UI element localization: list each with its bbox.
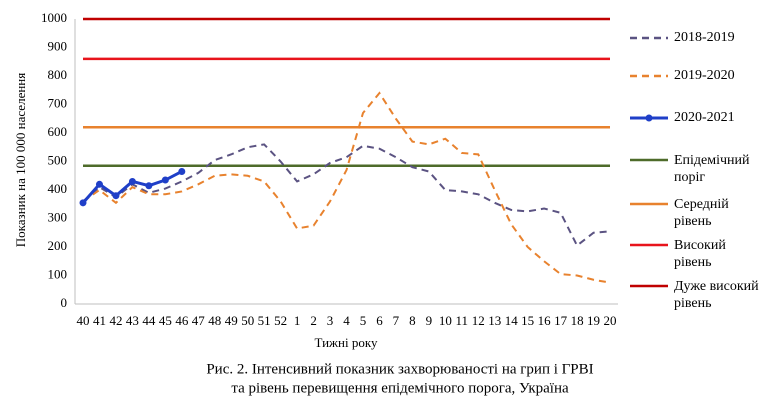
x-tick-label: 6 <box>376 313 383 328</box>
x-tick-label: 20 <box>604 313 617 328</box>
x-tick-label: 12 <box>472 313 485 328</box>
y-tick-label: 400 <box>48 181 68 196</box>
x-tick-label: 10 <box>439 313 452 328</box>
x-tick-label: 47 <box>192 313 206 328</box>
x-tick-label: 41 <box>93 313 106 328</box>
marker <box>161 176 169 184</box>
legend-label: 2019-2020 <box>674 68 735 83</box>
x-tick-label: 19 <box>587 313 600 328</box>
y-tick-label: 100 <box>48 266 68 281</box>
marker <box>112 192 120 200</box>
y-tick-label: 300 <box>48 209 68 224</box>
x-tick-label: 44 <box>142 313 156 328</box>
legend-label: 2018-2019 <box>674 30 735 45</box>
legend-label: Дуже високий рівень <box>674 279 759 311</box>
x-tick-label: 43 <box>126 313 139 328</box>
x-tick-label: 50 <box>241 313 254 328</box>
x-tick-label: 16 <box>538 313 552 328</box>
marker <box>178 167 186 175</box>
x-tick-label: 46 <box>175 313 189 328</box>
x-tick-label: 40 <box>77 313 90 328</box>
caption: та рівень перевищення епідемічного порог… <box>231 380 569 396</box>
y-tick-label: 800 <box>48 67 68 82</box>
marker <box>79 199 87 207</box>
marker <box>128 177 136 185</box>
x-tick-label: 5 <box>360 313 367 328</box>
legend-label: 2020-2021 <box>674 110 735 125</box>
x-tick-label: 51 <box>258 313 271 328</box>
x-tick-label: 45 <box>159 313 172 328</box>
y-tick-label: 600 <box>48 124 68 139</box>
x-axis-label: Тижні року <box>314 335 378 350</box>
y-tick-label: 1000 <box>41 10 67 25</box>
marker <box>95 180 103 188</box>
caption: Рис. 2. Інтенсивний показник захворювано… <box>206 361 593 377</box>
x-tick-label: 13 <box>488 313 501 328</box>
x-tick-label: 18 <box>571 313 584 328</box>
series-line <box>82 91 611 284</box>
x-tick-label: 42 <box>109 313 122 328</box>
x-tick-label: 3 <box>327 313 334 328</box>
x-tick-label: 7 <box>393 313 400 328</box>
x-tick-label: 2 <box>310 313 317 328</box>
y-tick-label: 200 <box>48 238 68 253</box>
x-tick-label: 15 <box>521 313 534 328</box>
x-tick-label: 11 <box>456 313 469 328</box>
x-tick-label: 4 <box>343 313 350 328</box>
x-tick-label: 17 <box>554 313 568 328</box>
y-axis-label: Показник на 100 000 населення <box>13 73 28 247</box>
x-tick-label: 48 <box>208 313 221 328</box>
x-tick-label: 8 <box>409 313 416 328</box>
legend-label: Середній рівень <box>674 197 729 229</box>
y-tick-label: 0 <box>61 295 68 310</box>
legend-label: Високий рівень <box>674 238 726 270</box>
y-tick-label: 500 <box>48 152 68 167</box>
x-tick-label: 9 <box>426 313 433 328</box>
x-tick-label: 1 <box>294 313 301 328</box>
marker <box>145 182 153 190</box>
x-tick-label: 49 <box>225 313 238 328</box>
legend-marker <box>645 114 653 122</box>
x-tick-label: 14 <box>505 313 519 328</box>
x-tick-label: 52 <box>274 313 287 328</box>
y-tick-label: 700 <box>48 95 68 110</box>
y-tick-label: 900 <box>48 38 68 53</box>
series-line <box>82 143 611 248</box>
legend-label: Епідемічний поріг <box>674 153 750 185</box>
